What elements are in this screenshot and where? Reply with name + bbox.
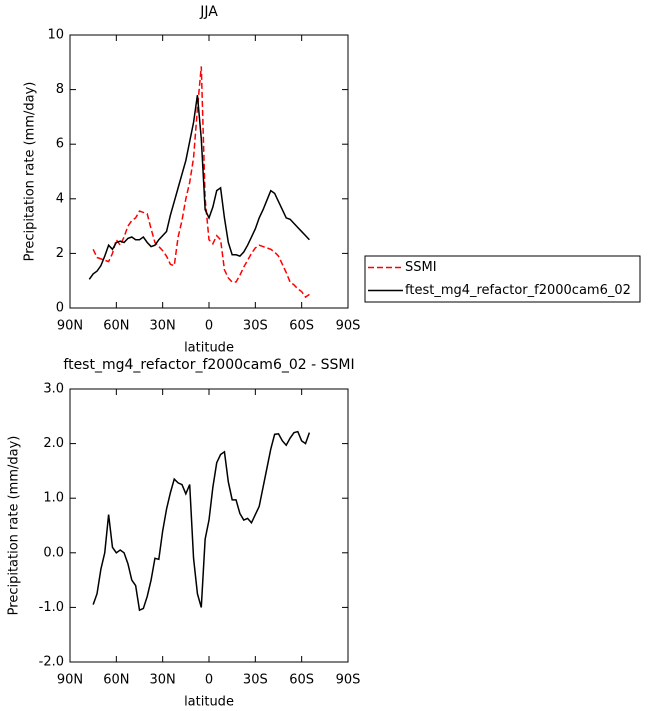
- x-tick-label: 30N: [150, 673, 176, 688]
- legend-label: SSMI: [405, 260, 437, 275]
- y-tick-label: 3.0: [43, 382, 64, 397]
- x-tick-label: 90N: [57, 319, 83, 334]
- legend-label: ftest_mg4_refactor_f2000cam6_02: [405, 283, 631, 298]
- x-tick-label: 30N: [150, 319, 176, 334]
- y-tick-label: 2.0: [43, 436, 64, 451]
- x-tick-label: 90S: [336, 673, 361, 688]
- x-tick-label: 30S: [243, 673, 268, 688]
- y-axis-label: Precipitation rate (mm/day): [7, 436, 22, 616]
- x-tick-label: 0: [205, 673, 213, 688]
- chart-title: JJA: [199, 4, 218, 20]
- x-tick-label: 60S: [289, 673, 314, 688]
- chart-title: ftest_mg4_refactor_f2000cam6_02 - SSMI: [63, 357, 354, 373]
- x-tick-label: 60N: [103, 319, 129, 334]
- y-tick-label: 4: [56, 191, 64, 206]
- y-tick-label: 8: [56, 82, 64, 97]
- data-line: [92, 66, 310, 299]
- y-tick-label: -2.0: [39, 655, 64, 670]
- data-line: [88, 94, 310, 280]
- x-tick-label: 60N: [103, 673, 129, 688]
- x-tick-label: 30S: [243, 319, 268, 334]
- y-tick-label: -1.0: [39, 600, 64, 615]
- x-tick-label: 0: [205, 319, 213, 334]
- y-tick-label: 1.0: [43, 491, 64, 506]
- legend-box: [364, 255, 641, 303]
- y-tick-label: 6: [56, 137, 64, 152]
- x-axis-label: latitude: [184, 695, 234, 710]
- y-tick-label: 0: [56, 301, 64, 316]
- y-tick-label: 10: [47, 28, 64, 43]
- y-tick-label: 0.0: [43, 545, 64, 560]
- plot-frame: [69, 34, 349, 309]
- x-tick-label: 90S: [336, 319, 361, 334]
- x-axis-label: latitude: [184, 341, 234, 356]
- y-axis-label: Precipitation rate (mm/day): [23, 82, 38, 262]
- x-tick-label: 60S: [289, 319, 314, 334]
- data-line: [92, 430, 311, 612]
- y-tick-label: 2: [56, 246, 64, 261]
- x-tick-label: 90N: [57, 673, 83, 688]
- plot-frame: [69, 388, 349, 663]
